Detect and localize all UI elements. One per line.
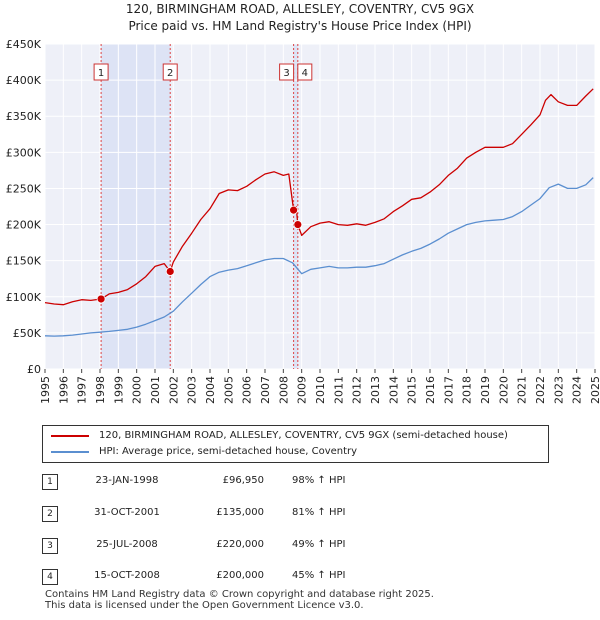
sale-marker-label: 1 [98,68,104,79]
sale-marker-box [93,63,109,81]
x-tick-label: 2000 [131,376,144,404]
y-tick-label: £150K [6,255,42,268]
x-tick-label: 2011 [332,376,345,404]
sale-row: 4 15-OCT-2008 £200,000 45% ↑ HPI [42,567,562,587]
sale-number-badge: 1 [42,474,58,490]
y-tick-label: £250K [6,182,42,195]
sale-price: £200,000 [216,570,264,581]
x-tick-label: 2003 [186,376,199,404]
x-tick-label: 2016 [424,376,437,404]
sale-number-badge: 2 [42,506,58,522]
y-tick-label: £200K [6,219,42,232]
sale-hpi-change: 45% ↑ HPI [292,570,346,581]
legend-label-property: 120, BIRMINGHAM ROAD, ALLESLEY, COVENTRY… [99,430,508,441]
x-tick-label: 2013 [369,376,382,404]
x-tick-label: 2004 [204,376,217,404]
sale-date: 25-JUL-2008 [96,539,158,550]
sale-price: £135,000 [216,507,264,518]
sale-point [289,205,299,215]
x-tick-label: 2023 [552,376,565,404]
x-tick-label: 2002 [167,376,180,404]
x-tick-label: 2015 [406,376,419,404]
sale-price: £96,950 [222,475,264,486]
x-tick-label: 2017 [442,376,455,404]
x-tick-label: 2022 [534,376,547,404]
x-tick-label: 2006 [241,376,254,404]
sale-point [96,294,106,304]
x-tick-label: 1996 [57,376,70,404]
y-tick-label: £450K [6,38,42,51]
y-tick-label: £350K [6,110,42,123]
sale-row: 3 25-JUL-2008 £220,000 49% ↑ HPI [42,536,562,556]
x-tick-label: 2001 [149,376,162,404]
sale-marker-label: 3 [283,68,289,79]
legend-swatch-hpi [51,451,89,453]
x-tick-label: 1997 [76,376,89,404]
legend-label-hpi: HPI: Average price, semi-detached house,… [99,446,358,457]
sale-price: £220,000 [216,539,264,550]
x-tick-label: 2018 [461,376,474,404]
x-tick-label: 2014 [387,376,400,404]
y-tick-label: £100K [6,291,42,304]
x-tick-label: 1999 [112,376,125,404]
sale-row: 1 23-JAN-1998 £96,950 98% ↑ HPI [42,472,562,492]
sale-number-badge: 4 [42,569,58,585]
sale-marker-box [297,63,313,81]
sale-marker-label: 2 [167,68,173,79]
sale-hpi-change: 49% ↑ HPI [292,539,346,550]
series-line [44,177,594,337]
sale-date: 23-JAN-1998 [95,475,159,486]
legend: 120, BIRMINGHAM ROAD, ALLESLEY, COVENTRY… [42,425,549,463]
price-chart: 120, BIRMINGHAM ROAD, ALLESLEY, COVENTRY… [6,2,600,404]
x-tick-label: 2005 [222,376,235,404]
sale-date: 31-OCT-2001 [94,507,160,518]
y-tick-label: £400K [6,74,42,87]
x-tick-label: 2012 [351,376,364,404]
footer-licence: This data is licensed under the Open Gov… [45,600,364,611]
x-tick-label: 2025 [589,376,600,404]
x-tick-label: 2020 [497,376,510,404]
sale-point [293,220,303,229]
sale-marker-box [162,63,178,81]
sale-row: 2 31-OCT-2001 £135,000 81% ↑ HPI [42,504,562,524]
x-tick-label: 1998 [94,376,107,404]
x-tick-label: 2007 [259,376,272,404]
sale-number-badge: 3 [42,538,58,554]
chart-title: 120, BIRMINGHAM ROAD, ALLESLEY, COVENTRY… [126,2,474,16]
x-tick-label: 2019 [479,376,492,404]
sale-marker-label: 4 [302,68,308,79]
y-tick-label: £50K [13,327,42,340]
x-tick-label: 2024 [571,376,584,404]
y-tick-label: £0 [27,363,41,376]
shaded-span [101,44,171,369]
footer: Contains HM Land Registry data © Crown c… [45,589,434,611]
sale-date: 15-OCT-2008 [94,570,160,581]
chart-subtitle: Price paid vs. HM Land Registry's House … [128,19,471,33]
footer-copyright: Contains HM Land Registry data © Crown c… [45,589,434,600]
legend-swatch-property [51,435,89,437]
sale-hpi-change: 98% ↑ HPI [292,475,346,486]
x-tick-label: 2010 [314,376,327,404]
series-line [44,88,594,306]
sale-marker-box [279,63,295,81]
sale-point [165,267,175,276]
sale-hpi-change: 81% ↑ HPI [292,507,346,518]
x-tick-label: 1995 [39,376,52,404]
y-tick-label: £300K [6,146,42,159]
x-tick-label: 2021 [516,376,529,404]
x-tick-label: 2008 [277,376,290,404]
x-tick-label: 2009 [296,376,309,404]
